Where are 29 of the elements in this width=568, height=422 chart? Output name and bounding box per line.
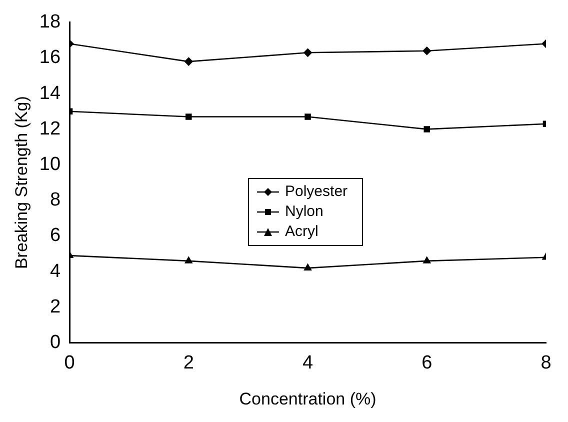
y-tick-label: 8 — [50, 190, 61, 211]
x-tick-label: 0 — [64, 352, 75, 374]
y-tick-label: 10 — [39, 154, 61, 176]
point — [304, 48, 312, 57]
y-tick-label: 6 — [50, 225, 61, 246]
legend-label: Nylon — [285, 202, 324, 222]
y-tick-label: 0 — [50, 332, 61, 354]
y-tick-label: 18 — [39, 12, 61, 33]
y-tick-label: 2 — [50, 296, 61, 318]
x-tick-label: 2 — [183, 352, 194, 374]
legend-label: Acryl — [285, 222, 318, 242]
y-tick-label: 4 — [50, 260, 61, 282]
point — [304, 264, 312, 270]
point — [186, 114, 192, 120]
point — [184, 57, 193, 66]
x-tick-label: 8 — [540, 352, 552, 374]
x-axis-title: Concentration (%) — [239, 389, 376, 408]
y-axis-title: Breaking Strength (Kg) — [12, 96, 31, 270]
point — [184, 256, 192, 264]
y-tick-label: 12 — [39, 118, 61, 140]
x-tick-label: 6 — [422, 352, 432, 374]
y-tick-label: 16 — [39, 47, 61, 68]
point — [424, 126, 430, 132]
x-tick-label: 4 — [302, 352, 314, 374]
y-tick-label: 14 — [39, 82, 61, 104]
point — [422, 46, 432, 56]
point — [423, 256, 431, 264]
point — [304, 114, 311, 120]
legend-label: Polyester — [285, 182, 348, 202]
